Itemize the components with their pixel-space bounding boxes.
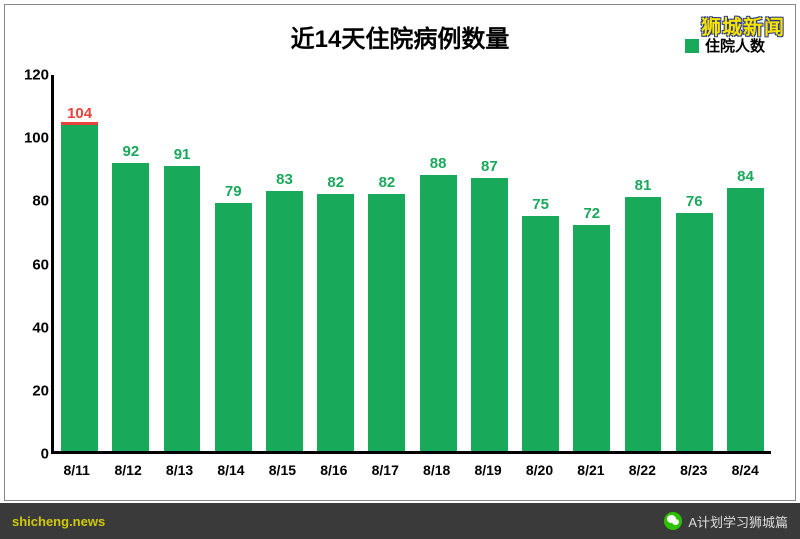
x-tick-label: 8/21 — [565, 462, 616, 478]
y-tick: 0 — [15, 446, 49, 463]
bar-rect — [164, 166, 201, 451]
bar-slot: 87 — [464, 75, 515, 451]
bar-value-label: 104 — [67, 105, 92, 122]
bar-rect — [61, 125, 98, 451]
bar-rect — [727, 188, 764, 451]
bar-slot: 82 — [310, 75, 361, 451]
y-tick: 20 — [15, 382, 49, 399]
x-tick-label: 8/22 — [617, 462, 668, 478]
y-axis: 020406080100120 — [15, 75, 49, 454]
bar-slot: 79 — [208, 75, 259, 451]
y-tick: 40 — [15, 319, 49, 336]
bar-cap — [61, 122, 98, 125]
bar-value-label: 75 — [532, 196, 549, 213]
x-tick-label: 8/19 — [462, 462, 513, 478]
bar-rect — [368, 194, 405, 451]
wechat-label: A计划学习狮城篇 — [688, 512, 788, 531]
x-tick-label: 8/11 — [51, 462, 102, 478]
bar-value-label: 91 — [174, 146, 191, 163]
chart-title: 近14天住院病例数量 — [5, 5, 795, 54]
bar-slot: 81 — [617, 75, 668, 451]
legend-swatch — [685, 39, 699, 53]
wechat-attribution: A计划学习狮城篇 — [664, 512, 788, 531]
bar-rect — [266, 191, 303, 451]
watermark-bottom-left: shicheng.news — [12, 514, 105, 529]
y-tick: 100 — [15, 130, 49, 147]
bar-value-label: 72 — [583, 205, 600, 222]
bar-value-label: 83 — [276, 171, 293, 188]
bar-value-label: 76 — [686, 193, 703, 210]
x-tick-label: 8/20 — [514, 462, 565, 478]
bars-container: 104 92 91 79 83 82 82 88 87 75 72 81 76 84 — [51, 75, 771, 454]
bar-rect — [522, 216, 559, 451]
bar-value-label: 81 — [635, 177, 652, 194]
bar-rect — [215, 203, 252, 451]
bar-rect — [625, 197, 662, 451]
y-tick: 80 — [15, 193, 49, 210]
bar-rect — [317, 194, 354, 451]
bar-value-label: 92 — [122, 143, 139, 160]
x-tick-label: 8/17 — [360, 462, 411, 478]
bar-value-label: 82 — [379, 174, 396, 191]
x-tick-label: 8/14 — [205, 462, 256, 478]
x-tick-label: 8/16 — [308, 462, 359, 478]
x-tick-label: 8/18 — [411, 462, 462, 478]
bar-slot: 92 — [105, 75, 156, 451]
bar-slot: 91 — [156, 75, 207, 451]
bar-value-label: 79 — [225, 183, 242, 200]
x-tick-label: 8/15 — [257, 462, 308, 478]
bar-slot: 75 — [515, 75, 566, 451]
bar-slot: 104 — [54, 75, 105, 451]
bar-rect — [573, 225, 610, 451]
bar-rect — [420, 175, 457, 451]
watermark-top-right: 狮城新闻 — [701, 11, 785, 40]
bar-slot: 88 — [413, 75, 464, 451]
bar-slot: 82 — [361, 75, 412, 451]
wechat-icon — [664, 512, 682, 530]
x-tick-label: 8/12 — [102, 462, 153, 478]
x-tick-label: 8/13 — [154, 462, 205, 478]
x-axis-labels: 8/118/128/138/148/158/168/178/188/198/20… — [51, 454, 771, 478]
bar-slot: 84 — [720, 75, 771, 451]
x-tick-label: 8/23 — [668, 462, 719, 478]
plot-area: 020406080100120 104929179838282888775728… — [51, 75, 771, 454]
bar-rect — [676, 213, 713, 451]
bar-slot: 83 — [259, 75, 310, 451]
bar-rect — [112, 163, 149, 451]
bar-value-label: 82 — [327, 174, 344, 191]
bar-value-label: 84 — [737, 168, 754, 185]
chart-container: 近14天住院病例数量 住院人数 狮城新闻 020406080100120 104… — [4, 4, 796, 501]
y-tick: 120 — [15, 67, 49, 84]
bottom-bar: shicheng.news A计划学习狮城篇 — [0, 503, 800, 539]
bar-rect — [471, 178, 508, 451]
x-tick-label: 8/24 — [719, 462, 770, 478]
bar-value-label: 88 — [430, 155, 447, 172]
bar-slot: 76 — [669, 75, 720, 451]
y-tick: 60 — [15, 256, 49, 273]
bar-slot: 72 — [566, 75, 617, 451]
bar-value-label: 87 — [481, 158, 498, 175]
